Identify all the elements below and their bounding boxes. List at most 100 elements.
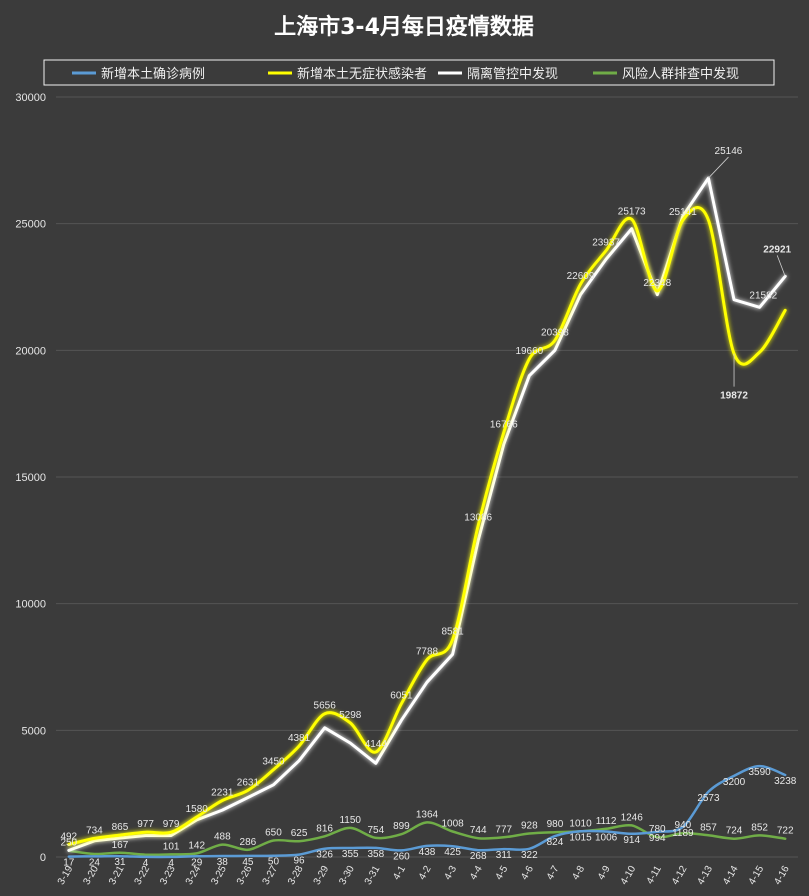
- data-labels: 17 24 31 4 4 29 38 45 50 96 326 355 358 260 438 425 268 3…: [60, 146, 796, 869]
- data-label: 2631: [237, 777, 260, 788]
- data-label: 1008: [441, 818, 464, 829]
- data-label: 25173: [618, 206, 646, 217]
- legend-item-asymptomatic: 新增本土无症状感染者: [268, 66, 427, 82]
- data-label: 816: [316, 823, 333, 834]
- data-label: 780: [649, 824, 666, 835]
- x-tick-label: 4-10: [619, 864, 639, 887]
- data-label: 25146: [715, 146, 743, 157]
- x-tick-label: 4-4: [468, 864, 485, 882]
- series-quarantine: [67, 176, 787, 852]
- data-label: 250: [60, 838, 77, 849]
- y-tick-label: 5000: [22, 725, 46, 737]
- data-label: 355: [342, 849, 359, 860]
- data-label: 3238: [774, 776, 797, 787]
- data-label: 4: [143, 858, 149, 869]
- data-label: 865: [112, 822, 129, 833]
- legend-frame: [43, 59, 775, 86]
- y-tick-label: 30000: [15, 92, 46, 104]
- data-label: 260: [393, 851, 410, 862]
- data-label: 625: [291, 828, 308, 839]
- data-label: 16766: [490, 419, 518, 430]
- data-label: 167: [112, 840, 129, 851]
- data-label: 438: [419, 847, 436, 858]
- data-label: 928: [521, 820, 538, 831]
- x-tick-label: 3-30: [337, 864, 357, 887]
- x-tick-label: 4-6: [519, 864, 536, 882]
- x-tick-label: 4-2: [417, 864, 434, 882]
- legend-label-confirmed: 新增本土确诊病例: [101, 66, 205, 82]
- legend-label-asymptomatic: 新增本土无症状感染者: [297, 66, 427, 82]
- x-tick-label: 3-29: [312, 864, 332, 887]
- data-label: 5298: [339, 710, 362, 721]
- data-label: 2231: [211, 787, 234, 798]
- data-label: 286: [240, 837, 257, 848]
- data-label: 20398: [541, 327, 569, 338]
- data-label: 8581: [441, 627, 464, 638]
- data-label: 358: [367, 849, 384, 860]
- data-label: 425: [444, 847, 461, 858]
- data-label: 1364: [416, 809, 439, 820]
- data-label: 21582: [749, 290, 777, 301]
- x-tick-label: 4-16: [772, 864, 792, 887]
- data-label: 5656: [314, 701, 337, 712]
- series-confirmed: [67, 764, 787, 859]
- data-label: 268: [470, 851, 487, 862]
- data-label: 7788: [416, 647, 439, 658]
- data-label: 899: [393, 821, 410, 832]
- data-label: 852: [751, 822, 768, 833]
- data-label: 326: [316, 850, 333, 861]
- data-label: 1246: [621, 812, 644, 823]
- data-label: 25141: [669, 207, 697, 218]
- data-label: 29: [191, 857, 203, 868]
- data-label: 3200: [723, 777, 746, 788]
- data-label: 914: [623, 835, 640, 846]
- data-label: 650: [265, 828, 282, 839]
- data-label: 22921: [763, 244, 791, 255]
- data-label: 22348: [643, 278, 671, 289]
- x-tick-label: 4-11: [645, 864, 664, 887]
- legend-label-screening: 风险人群排查中发现: [622, 66, 739, 82]
- legend-item-quarantine: 隔离管控中发现: [438, 66, 558, 82]
- data-label: 492: [60, 832, 77, 843]
- legend-item-screening: 风险人群排查中发现: [593, 66, 739, 82]
- series-asymptomatic: [67, 206, 787, 846]
- data-label: 777: [495, 824, 512, 835]
- data-label: 3450: [262, 757, 285, 768]
- data-label: 994: [649, 833, 666, 844]
- data-label: 31: [114, 857, 126, 868]
- y-axis-ticks: 0 5000 10000 15000 20000 25000 30000: [15, 92, 46, 864]
- data-label: 19660: [515, 346, 543, 357]
- data-label: 3590: [748, 767, 771, 778]
- data-label: 311: [496, 850, 512, 861]
- x-tick-label: 4-12: [670, 864, 690, 887]
- x-tick-label: 4-14: [721, 864, 741, 887]
- x-tick-label: 3-28: [286, 864, 306, 887]
- data-label: 724: [726, 826, 743, 837]
- x-tick-label: 4-8: [570, 864, 587, 882]
- chart-title: 上海市3-4月每日疫情数据: [274, 14, 534, 40]
- series-screening: [67, 821, 787, 857]
- x-tick-label: 4-9: [596, 864, 613, 882]
- data-label: 4144: [365, 739, 388, 750]
- legend-label-quarantine: 隔离管控中发现: [467, 66, 558, 82]
- label-leader-line: [776, 255, 786, 277]
- data-label: 857: [700, 822, 717, 833]
- data-label: 744: [470, 825, 487, 836]
- data-label: 1010: [569, 818, 592, 829]
- data-label: 1580: [186, 804, 209, 815]
- label-leaders: [708, 156, 786, 387]
- data-label: 1015: [569, 832, 592, 843]
- legend: 新增本土确诊病例 新增本土无症状感染者 隔离管控中发现 风险人群排查中发现: [43, 59, 775, 86]
- y-tick-label: 0: [40, 852, 46, 864]
- x-tick-label: 3-31: [363, 864, 383, 887]
- legend-item-confirmed: 新增本土确诊病例: [72, 66, 205, 82]
- x-axis-ticks: 3-19 3-20 3-21 3-22 3-23 3-24 3-25 3-26 3-27 3-28…: [56, 864, 792, 887]
- data-label: 980: [547, 819, 564, 830]
- data-label: 38: [217, 857, 229, 868]
- data-label: 1006: [595, 833, 618, 844]
- y-tick-label: 10000: [15, 599, 46, 611]
- label-leader-line: [708, 156, 729, 179]
- data-label: 101: [163, 841, 180, 852]
- data-label: 22609: [567, 271, 595, 282]
